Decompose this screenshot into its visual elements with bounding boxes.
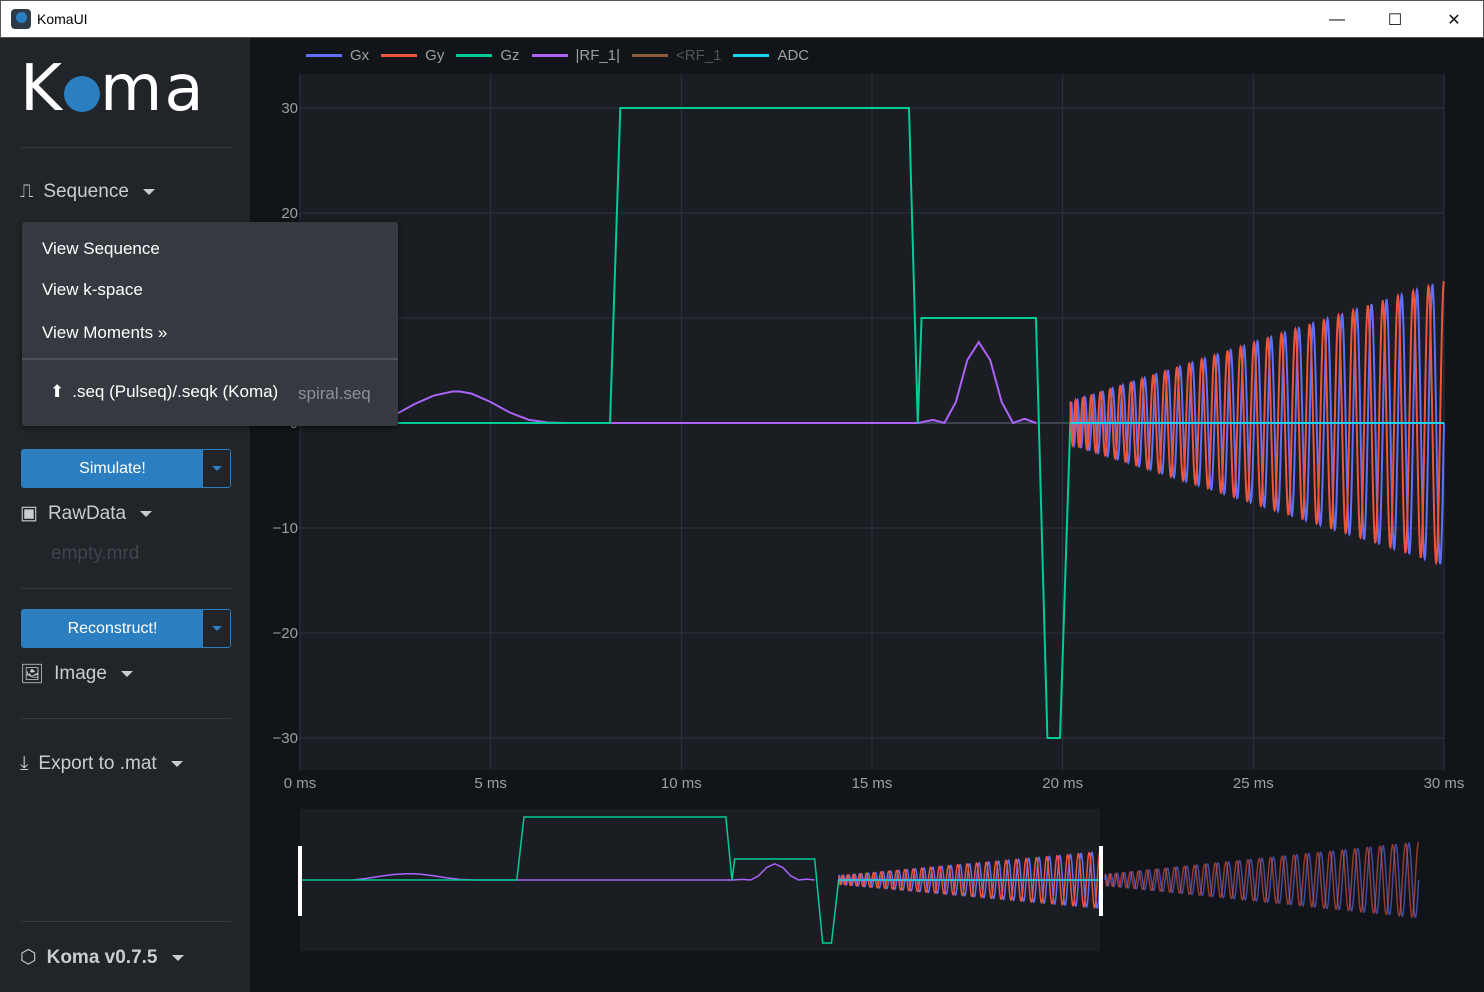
- y-tick-label: −10: [273, 520, 298, 537]
- minimap-outside-trace: [1104, 841, 1420, 919]
- caret-down-icon: [120, 671, 133, 677]
- y-tick-label: −30: [273, 730, 298, 747]
- y-tick-label: 30: [281, 100, 298, 117]
- version-dropdown[interactable]: ⬡ Koma v0.7.5: [20, 946, 184, 969]
- legend-item-gz[interactable]: Gz: [456, 47, 520, 64]
- x-tick-label: 5 ms: [474, 775, 507, 792]
- caret-down-icon: [211, 626, 222, 631]
- divider: [21, 147, 231, 148]
- minimap-trace-gz: [300, 816, 1100, 944]
- image-dropdown[interactable]: 🖼 Image: [20, 662, 133, 686]
- range-slider-handle-right[interactable]: [1099, 846, 1103, 916]
- current-sequence-file: spiral.seq: [298, 384, 371, 403]
- upload-icon: ⬆: [50, 382, 65, 401]
- menu-item-view-kspace[interactable]: View k-space: [42, 280, 143, 299]
- trace-gy: [1069, 281, 1445, 566]
- pulse-sequence-icon: ⎍: [20, 181, 34, 202]
- export-label: Export to .mat: [38, 753, 157, 774]
- caret-down-icon: [140, 510, 153, 517]
- simulate-button[interactable]: Simulate!: [22, 450, 203, 487]
- legend-item-gx[interactable]: Gx: [306, 47, 369, 64]
- legend-item-gy[interactable]: Gy: [381, 47, 444, 64]
- x-tick-label: 0 ms: [284, 775, 317, 792]
- caret-down-icon: [142, 189, 155, 195]
- app-icon: [11, 9, 31, 29]
- minimize-button[interactable]: —: [1329, 11, 1345, 28]
- upload-label: .seq (Pulseq)/.seqk (Koma): [72, 382, 279, 401]
- legend-item-rf-abs[interactable]: |RF_1|: [531, 47, 620, 64]
- trace-gz: [300, 107, 1444, 739]
- caret-down-icon: [171, 954, 184, 961]
- download-icon: ⤓: [20, 753, 29, 774]
- reconstruct-button-group: Reconstruct!: [21, 609, 231, 648]
- divider: [21, 921, 231, 922]
- close-button[interactable]: ✕: [1447, 12, 1461, 29]
- x-tick-label: 20 ms: [1042, 775, 1083, 792]
- image-icon: 🖼: [20, 664, 45, 685]
- legend-item-rf-phase[interactable]: <RF_1: [632, 47, 721, 64]
- simulate-button-group: Simulate!: [21, 449, 231, 488]
- sequence-label: Sequence: [43, 181, 129, 202]
- simulate-options-toggle[interactable]: [203, 450, 230, 487]
- range-slider-handle-left[interactable]: [298, 846, 302, 916]
- minimap-trace-gy: [837, 851, 1101, 909]
- reconstruct-options-toggle[interactable]: [203, 610, 230, 647]
- rawdata-label: RawData: [47, 502, 127, 524]
- menu-item-view-moments[interactable]: View Moments »: [42, 323, 168, 342]
- y-tick-label: 20: [281, 205, 298, 222]
- divider: [21, 718, 231, 719]
- box-icon: ⬡: [20, 947, 37, 968]
- caret-down-icon: [170, 761, 183, 767]
- sequence-dropdown[interactable]: ⎍ Sequence: [20, 181, 155, 203]
- divider: [21, 588, 231, 589]
- version-label: Koma v0.7.5: [46, 946, 158, 968]
- upload-sequence-button[interactable]: ⬆ .seq (Pulseq)/.seqk (Koma): [50, 382, 278, 402]
- chart-legend: Gx Gy Gz |RF_1| <RF_1 ADC: [306, 47, 809, 64]
- window-titlebar: KomaUI — ☐ ✕: [0, 0, 1484, 38]
- x-tick-label: 10 ms: [661, 775, 702, 792]
- export-dropdown[interactable]: ⤓ Export to .mat: [20, 753, 183, 775]
- x-tick-label: 30 ms: [1424, 775, 1465, 792]
- rawdata-monitor-icon: ▣: [20, 503, 38, 524]
- sequence-menu: View Sequence View k-space View Moments …: [22, 222, 398, 426]
- x-tick-label: 15 ms: [852, 775, 893, 792]
- maximize-button[interactable]: ☐: [1387, 12, 1403, 29]
- image-label: Image: [54, 663, 107, 684]
- rawdata-dropdown[interactable]: ▣ RawData: [20, 502, 153, 525]
- menu-item-view-sequence[interactable]: View Sequence: [42, 239, 160, 258]
- caret-down-icon: [211, 466, 222, 471]
- window-title: KomaUI: [37, 11, 88, 27]
- rawdata-filename: empty.mrd: [51, 543, 140, 564]
- y-tick-label: −20: [273, 625, 298, 642]
- menu-divider: [22, 358, 398, 360]
- x-tick-label: 25 ms: [1233, 775, 1274, 792]
- legend-item-adc[interactable]: ADC: [733, 47, 809, 64]
- reconstruct-button[interactable]: Reconstruct!: [22, 610, 203, 647]
